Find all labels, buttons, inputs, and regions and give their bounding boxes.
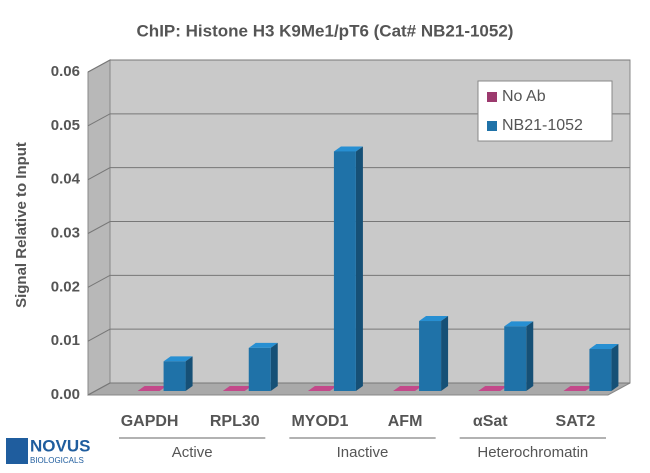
bar	[248, 347, 271, 391]
bar-top	[307, 386, 337, 391]
bar-top	[222, 386, 252, 391]
y-tick-label: 0.01	[51, 332, 80, 349]
x-tick-label: αSat	[473, 413, 508, 430]
legend-swatch	[487, 92, 497, 102]
bar-side	[441, 316, 449, 391]
chart-title: ChIP: Histone H3 K9Me1/pT6 (Cat# NB21-10…	[137, 21, 514, 40]
bar-top	[248, 342, 278, 348]
legend-label: NB21-1052	[502, 117, 583, 134]
logo: NOVUS BIOLOGICALS	[6, 436, 90, 465]
x-tick-label: SAT2	[556, 413, 596, 430]
bar-top	[333, 146, 363, 152]
bar	[589, 349, 612, 391]
bar-top	[419, 316, 449, 322]
group-label: Heterochromatin	[477, 444, 588, 461]
bar	[333, 151, 356, 391]
grid-line	[87, 382, 630, 396]
logo-icon	[6, 438, 28, 464]
grid-line	[87, 274, 630, 288]
grid-line	[87, 167, 630, 181]
bar-side	[185, 356, 193, 391]
logo-sub: BIOLOGICALS	[30, 456, 84, 465]
bar-top	[393, 386, 423, 391]
grid-line	[87, 113, 630, 127]
legend-label: No Ab	[502, 88, 546, 105]
y-tick-label: 0.00	[51, 386, 80, 403]
bar-top	[478, 386, 508, 391]
bar	[163, 361, 186, 391]
legend-box	[477, 80, 613, 142]
y-tick-label: 0.06	[51, 63, 80, 80]
y-tick-label: 0.05	[51, 117, 80, 134]
bar	[419, 321, 442, 391]
x-tick-label: GAPDH	[121, 413, 179, 430]
bar	[504, 326, 527, 391]
bar-top	[163, 356, 193, 362]
logo-name: NOVUS	[30, 436, 90, 455]
y-tick-label: 0.03	[51, 224, 80, 241]
grid-line	[87, 59, 630, 73]
legend-swatch	[487, 121, 497, 131]
y-tick-label: 0.02	[51, 278, 80, 295]
y-axis-title: Signal Relative to Input	[13, 142, 30, 308]
bar-side	[611, 344, 619, 391]
x-tick-label: MYOD1	[291, 413, 348, 430]
bar-top	[504, 321, 534, 327]
bar-top	[589, 344, 619, 350]
bar-side	[526, 321, 534, 391]
grid-line	[87, 221, 630, 234]
x-tick-label: AFM	[388, 413, 423, 430]
group-label: Inactive	[337, 444, 389, 461]
y-tick-label: 0.04	[51, 171, 81, 188]
bar-top	[137, 386, 167, 391]
legend: No Ab NB21-1052	[477, 80, 613, 142]
bar-top	[563, 386, 593, 391]
x-tick-label: RPL30	[210, 413, 260, 430]
grid-line	[87, 328, 630, 342]
bar-side	[270, 342, 278, 391]
group-label: Active	[172, 444, 213, 461]
bar-side	[355, 146, 363, 391]
